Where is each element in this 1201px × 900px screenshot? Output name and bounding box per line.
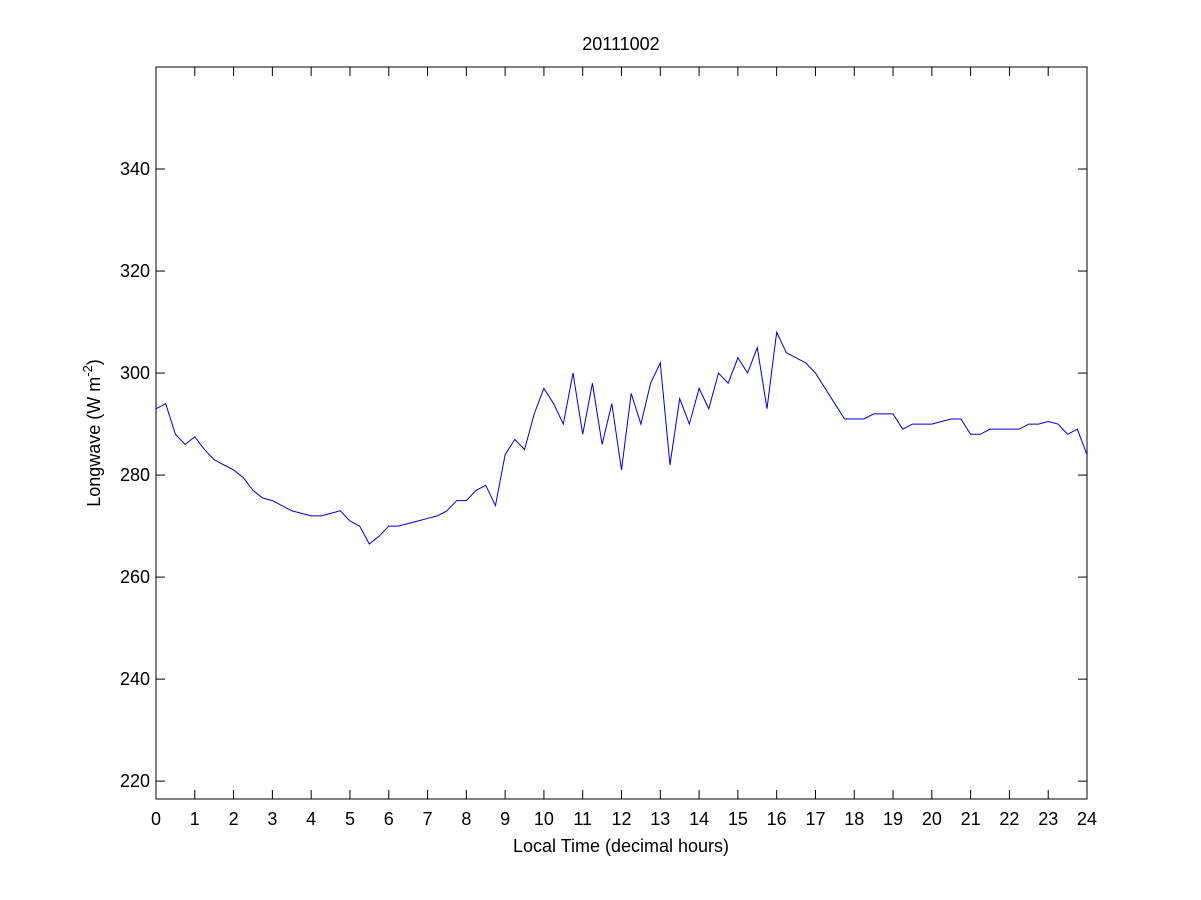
plot-box — [155, 66, 1088, 800]
x-tick-label: 23 — [1038, 809, 1058, 829]
y-axis-label-superscript: -2 — [80, 365, 95, 377]
x-tick-label: 16 — [767, 809, 787, 829]
x-axis-label: Local Time (decimal hours) — [513, 836, 729, 856]
y-axis-label-suffix: ) — [84, 359, 104, 365]
x-tick-label: 19 — [883, 809, 903, 829]
x-tick-label: 12 — [611, 809, 631, 829]
x-tick-label: 22 — [999, 809, 1019, 829]
x-tick-label: 11 — [573, 809, 592, 829]
y-axis-label: Longwave (W m-2) — [80, 359, 104, 507]
x-tick-label: 15 — [728, 809, 748, 829]
y-tick-label: 260 — [120, 567, 150, 587]
x-tick-label: 21 — [961, 809, 981, 829]
x-tick-label: 6 — [384, 809, 394, 829]
y-tick-label: 320 — [120, 261, 150, 281]
x-tick-label: 20 — [922, 809, 942, 829]
x-tick-label: 2 — [229, 809, 239, 829]
x-tick-label: 5 — [345, 809, 355, 829]
x-tick-label: 13 — [650, 809, 670, 829]
x-tick-label: 17 — [805, 809, 825, 829]
x-tick-label: 0 — [151, 809, 161, 829]
x-tick-label: 18 — [844, 809, 864, 829]
x-tick-label: 14 — [689, 809, 709, 829]
x-tick-label: 4 — [306, 809, 316, 829]
x-tick-label: 3 — [267, 809, 277, 829]
x-tick-label: 10 — [534, 809, 554, 829]
chart-title: 20111002 — [582, 34, 659, 54]
x-tick-label: 1 — [190, 809, 200, 829]
y-tick-label: 240 — [120, 669, 150, 689]
data-line — [155, 330, 1088, 545]
y-tick-label: 280 — [120, 465, 150, 485]
y-tick-label: 340 — [120, 159, 150, 179]
x-tick-label: 8 — [461, 809, 471, 829]
y-tick-label: 220 — [120, 771, 150, 791]
y-axis-label-text: Longwave (W m — [84, 377, 104, 507]
x-tick-label: 9 — [500, 809, 510, 829]
x-tick-label: 24 — [1077, 809, 1097, 829]
y-tick-label: 300 — [120, 363, 150, 383]
x-tick-label: 7 — [423, 809, 433, 829]
